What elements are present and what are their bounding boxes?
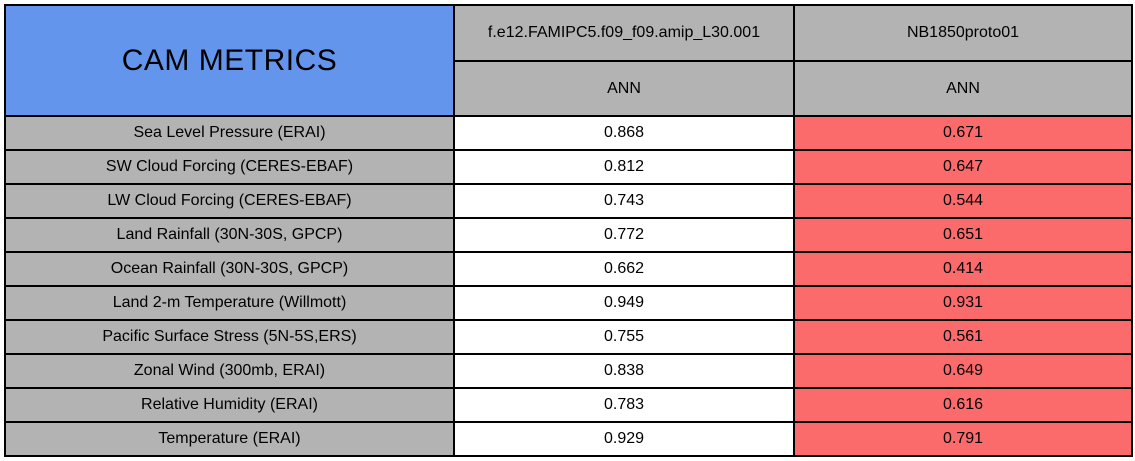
run-name-header-2: NB1850proto01 (793, 4, 1133, 62)
metric-label: Temperature (ERAI) (4, 421, 455, 457)
metric-value-run1: 0.662 (453, 251, 795, 287)
metric-value-run2: 0.544 (793, 183, 1133, 219)
metric-value-run2: 0.616 (793, 387, 1133, 423)
metric-value-run1: 0.868 (453, 115, 795, 151)
metric-label: Land 2-m Temperature (Willmott) (4, 285, 455, 321)
metric-value-run1: 0.743 (453, 183, 795, 219)
metric-label: SW Cloud Forcing (CERES-EBAF) (4, 149, 455, 185)
season-header-1: ANN (453, 60, 795, 117)
metric-value-run2: 0.651 (793, 217, 1133, 253)
metric-value-run1: 0.812 (453, 149, 795, 185)
table-row: Land Rainfall (30N-30S, GPCP) 0.772 0.65… (4, 217, 1133, 253)
run-name-header-1: f.e12.FAMIPC5.f09_f09.amip_L30.001 (453, 4, 795, 62)
metric-value-run1: 0.772 (453, 217, 795, 253)
metric-value-run1: 0.783 (453, 387, 795, 423)
table-row: LW Cloud Forcing (CERES-EBAF) 0.743 0.54… (4, 183, 1133, 219)
header-row-seasons: ANN ANN (5, 60, 1133, 117)
metric-value-run2: 0.791 (793, 421, 1133, 457)
metric-value-run2: 0.649 (793, 353, 1133, 389)
metric-value-run2: 0.647 (793, 149, 1133, 185)
metric-label: Pacific Surface Stress (5N-5S,ERS) (4, 319, 455, 355)
metric-value-run2: 0.414 (793, 251, 1133, 287)
metric-label: Sea Level Pressure (ERAI) (4, 115, 455, 151)
table-row: Zonal Wind (300mb, ERAI) 0.838 0.649 (4, 353, 1133, 389)
table-row: Land 2-m Temperature (Willmott) 0.949 0.… (4, 285, 1133, 321)
metric-label: Relative Humidity (ERAI) (4, 387, 455, 423)
table-row: Ocean Rainfall (30N-30S, GPCP) 0.662 0.4… (4, 251, 1133, 287)
metric-value-run2: 0.561 (793, 319, 1133, 355)
metric-label: Ocean Rainfall (30N-30S, GPCP) (4, 251, 455, 287)
metric-label: Land Rainfall (30N-30S, GPCP) (4, 217, 455, 253)
metric-value-run1: 0.929 (453, 421, 795, 457)
table-title: CAM METRICS (4, 4, 455, 117)
table-row: Temperature (ERAI) 0.929 0.791 (4, 421, 1133, 457)
season-header-2: ANN (793, 60, 1133, 117)
metrics-table: CAM METRICS f.e12.FAMIPC5.f09_f09.amip_L… (4, 4, 1133, 457)
table-row: Pacific Surface Stress (5N-5S,ERS) 0.755… (4, 319, 1133, 355)
metric-value-run1: 0.838 (453, 353, 795, 389)
table-row: Relative Humidity (ERAI) 0.783 0.616 (4, 387, 1133, 423)
header-row-runs: CAM METRICS f.e12.FAMIPC5.f09_f09.amip_L… (4, 4, 1133, 117)
metric-value-run1: 0.949 (453, 285, 795, 321)
table-row: SW Cloud Forcing (CERES-EBAF) 0.812 0.64… (4, 149, 1133, 185)
metric-value-run1: 0.755 (453, 319, 795, 355)
metric-value-run2: 0.671 (793, 115, 1133, 151)
metric-value-run2: 0.931 (793, 285, 1133, 321)
table-row: Sea Level Pressure (ERAI) 0.868 0.671 (4, 115, 1133, 151)
metric-label: LW Cloud Forcing (CERES-EBAF) (4, 183, 455, 219)
metric-label: Zonal Wind (300mb, ERAI) (4, 353, 455, 389)
